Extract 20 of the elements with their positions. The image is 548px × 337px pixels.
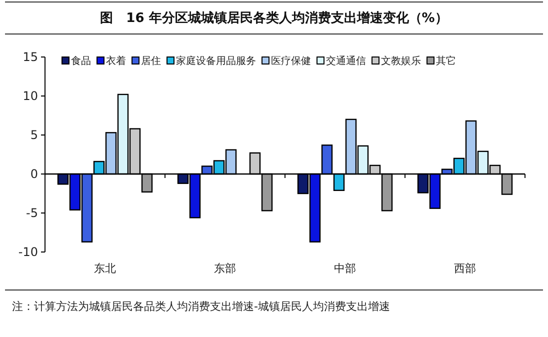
legend-label: 家庭设备用品服务 [176,55,256,67]
y-tick-label: -10 [18,245,38,259]
legend-label: 其它 [436,55,456,67]
chart-title: 图 16 年分区城城镇居民各类人均消费支出增速变化（%） [100,10,448,26]
legend-label: 医疗保健 [271,55,311,67]
y-tick-label: 10 [22,89,38,103]
legend-label: 文教娱乐 [381,55,421,67]
legend-label: 食品 [71,55,91,67]
y-tick-label: 0 [30,167,38,181]
y-tick-label: 5 [30,128,38,142]
legend-label: 衣着 [106,55,126,67]
x-tick-label: 中部 [334,262,356,275]
x-tick-label: 东部 [214,262,236,275]
legend-label: 交通通信 [326,55,366,67]
y-tick-label: -5 [26,206,38,220]
x-tick-label: 东北 [94,262,116,275]
y-tick-label: 15 [22,50,38,64]
text: 注：计算方法为城镇居民各品类人均消费支出增速-城镇居民人均消费支出增速 [12,300,390,313]
x-tick-label: 西部 [454,262,476,275]
legend-label: 居住 [141,56,161,67]
